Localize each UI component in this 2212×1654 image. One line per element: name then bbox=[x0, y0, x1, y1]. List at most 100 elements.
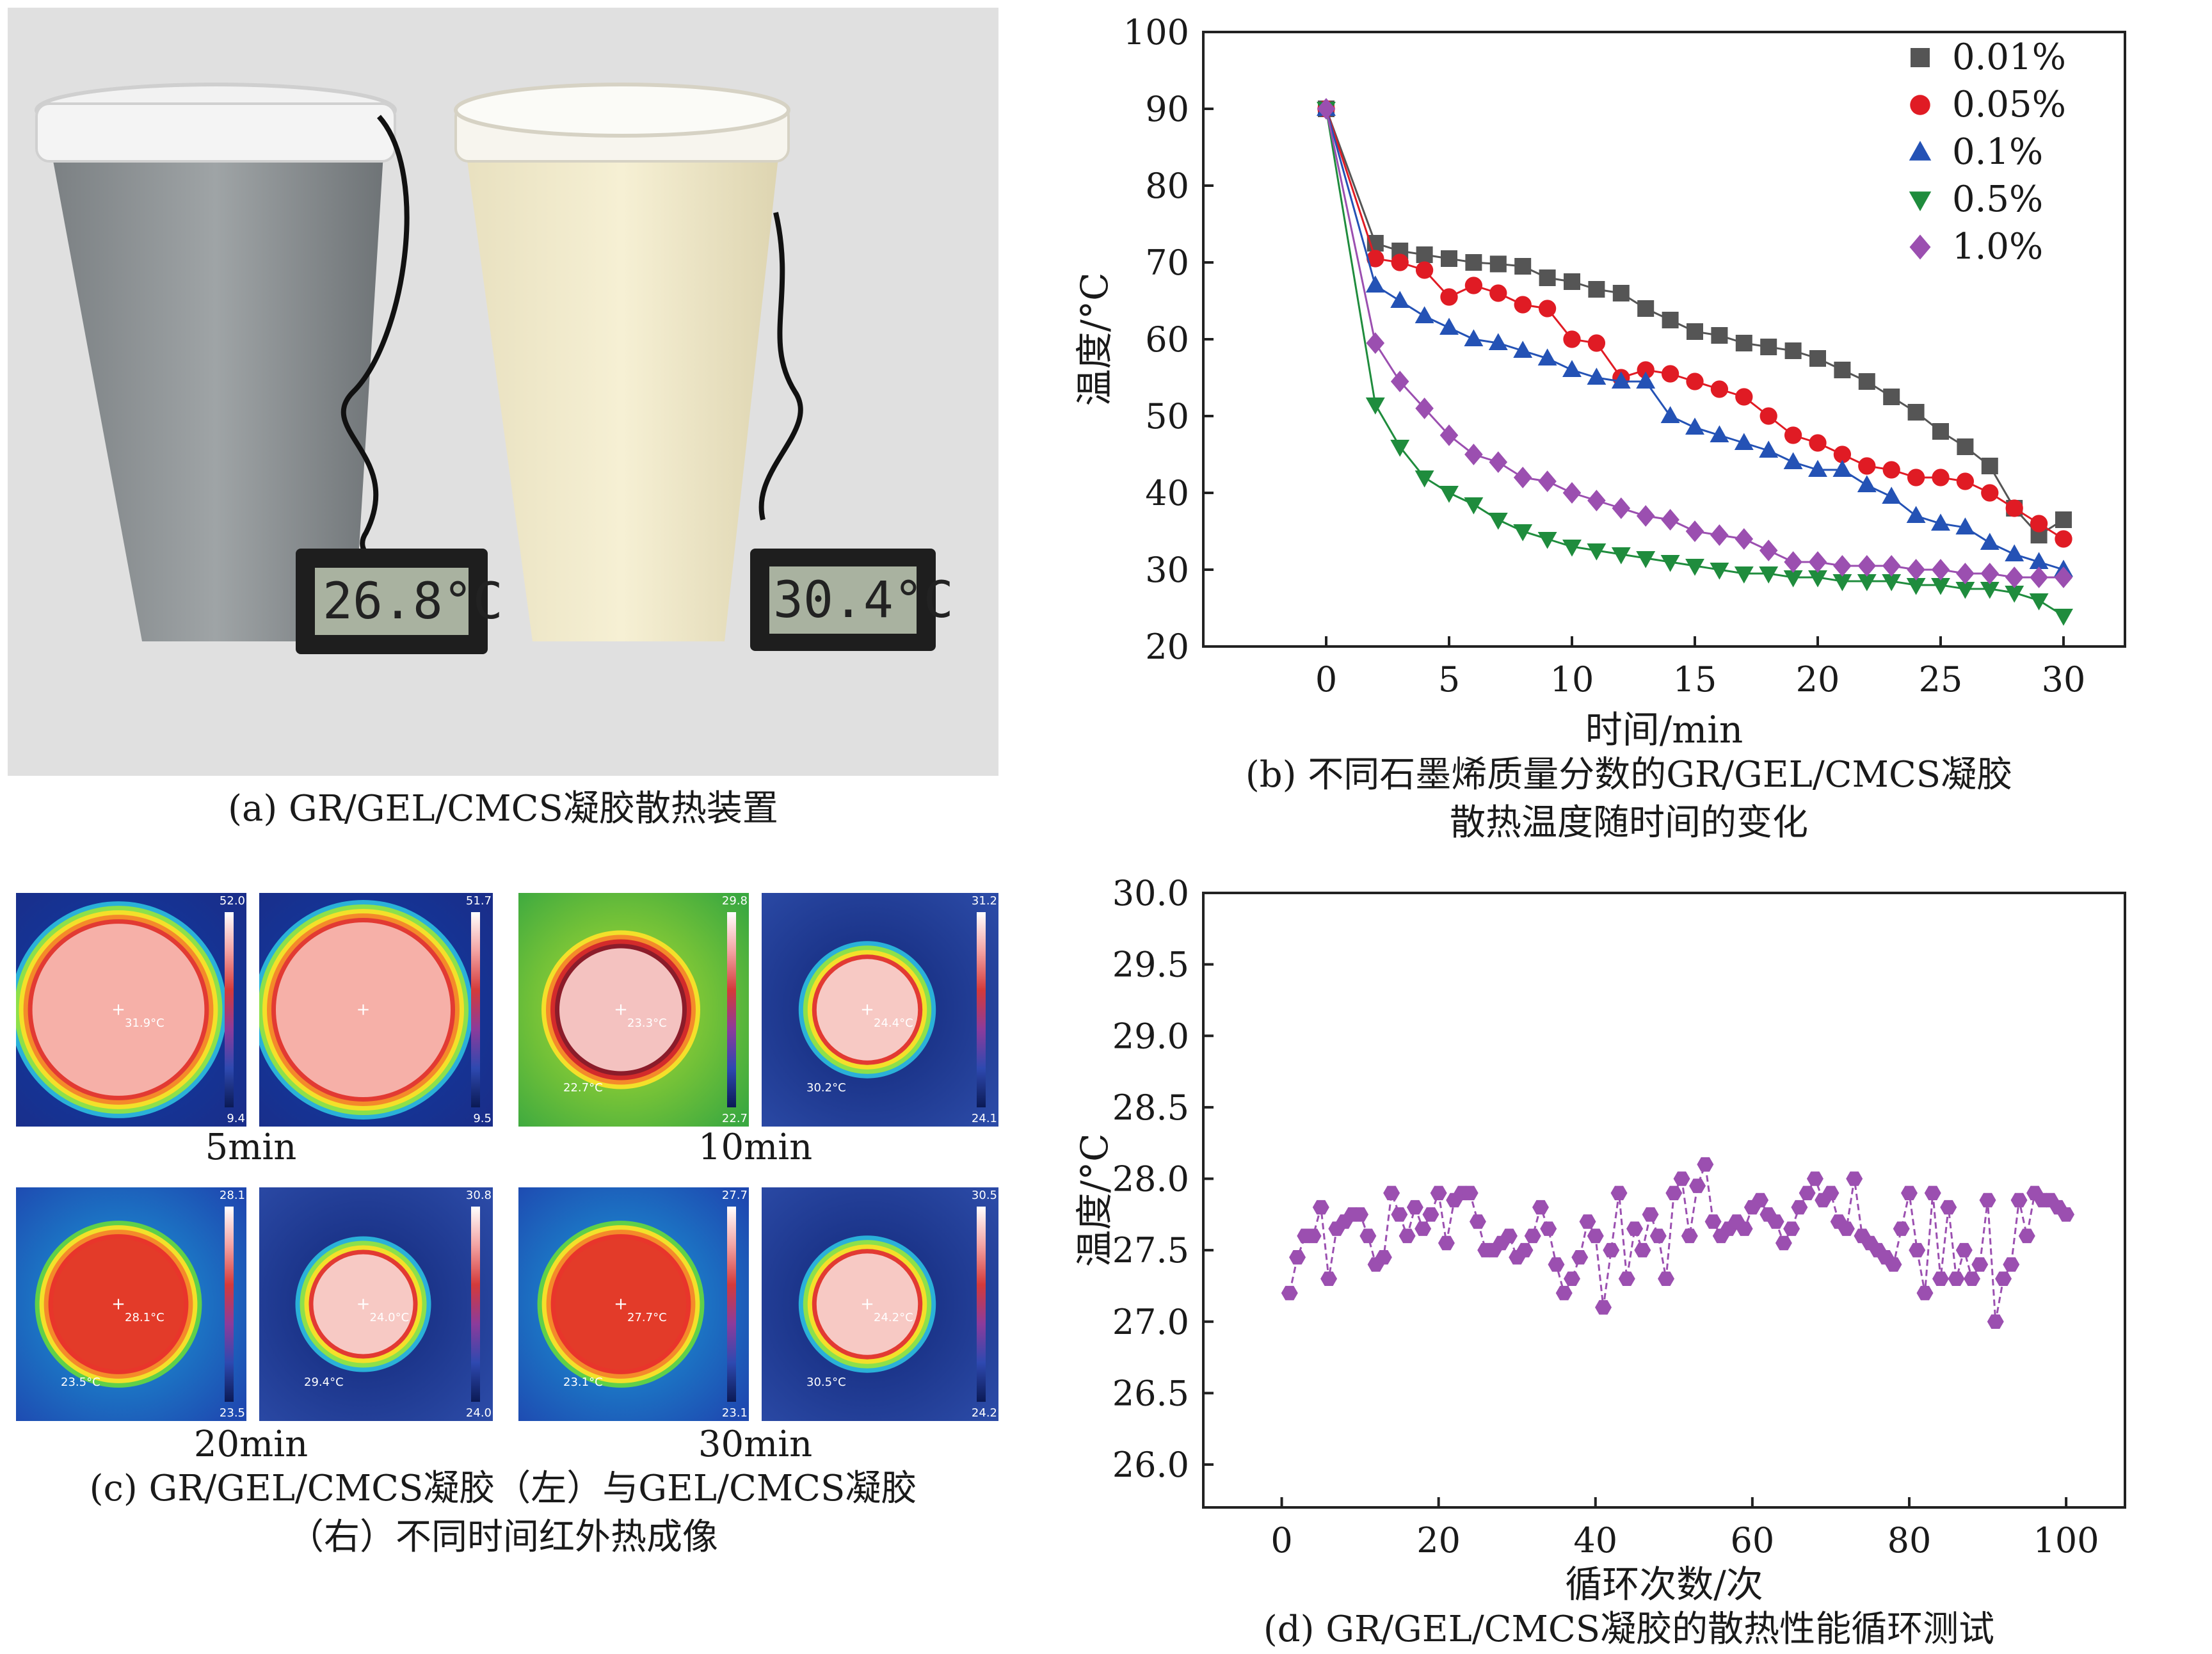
chart-d-point bbox=[1312, 1200, 1329, 1215]
chart-d-point bbox=[1830, 1214, 1847, 1229]
thermal-scale-min: 23.1 bbox=[721, 1406, 748, 1420]
thermal-image-6: +30.8 24.0 24.0°C 29.4°C bbox=[259, 1187, 493, 1421]
thermal-scale-max: 30.8 bbox=[465, 1189, 492, 1202]
chart-d-point bbox=[1665, 1185, 1683, 1201]
chart-d-point bbox=[1571, 1250, 1589, 1265]
chart-d-point bbox=[1485, 1242, 1502, 1258]
chart-d-point bbox=[1799, 1185, 1816, 1201]
chart-d-point bbox=[1446, 1192, 1463, 1208]
chart-b-point-s3 bbox=[1636, 550, 1656, 568]
chart-b-point-s3 bbox=[1365, 397, 1385, 415]
crosshair-icon: + bbox=[614, 1295, 628, 1314]
thermal-image-drawing: + bbox=[518, 893, 749, 1127]
chart-d-point bbox=[2034, 1192, 2051, 1208]
chart-d-point bbox=[1564, 1271, 1580, 1287]
chart-b-point-s4 bbox=[1808, 551, 1827, 573]
thermal-color-scale bbox=[471, 912, 480, 1107]
chart-b-point-s4 bbox=[1366, 332, 1385, 354]
thermal-scale-max: 31.2 bbox=[971, 894, 997, 908]
thermal-color-scale bbox=[977, 1207, 986, 1402]
chart-b-point-s3 bbox=[1783, 570, 1803, 588]
thermal-image-7: +27.7 23.1 27.7°C 23.1°C bbox=[518, 1187, 749, 1421]
caption-b-line1: (b) 不同石墨烯质量分数的GR/GEL/CMCS凝胶 bbox=[1245, 754, 2013, 796]
chart-d-point bbox=[1289, 1250, 1306, 1265]
chart-d-point bbox=[1320, 1271, 1338, 1287]
chart-b-point-s3 bbox=[1488, 512, 1508, 530]
chart-b-ytick-label: 30 bbox=[1145, 550, 1189, 590]
chart-b-point-s0 bbox=[1711, 327, 1728, 344]
chart-d-point bbox=[1603, 1242, 1620, 1258]
chart-d-point bbox=[1681, 1228, 1698, 1244]
chart-b-point-s4 bbox=[1317, 98, 1336, 120]
chart-d-point bbox=[1454, 1185, 1471, 1201]
chart-b-point-s0 bbox=[2030, 527, 2048, 543]
chart-d-point bbox=[1461, 1185, 1479, 1201]
chart-d-xtick-label: 20 bbox=[1416, 1520, 1461, 1561]
chart-b-series-line-3 bbox=[1325, 108, 2064, 617]
chart-d-point bbox=[1971, 1257, 1989, 1272]
chart-d-ytick-label: 26.0 bbox=[1112, 1445, 1189, 1485]
thermal-image-1: +52.0 9.4 31.9°C bbox=[16, 893, 246, 1127]
chart-d-point bbox=[1383, 1185, 1400, 1201]
chart-d-point bbox=[1548, 1257, 1565, 1272]
chart-b-point-s1 bbox=[1784, 426, 1802, 444]
chart-d-point bbox=[1900, 1185, 1918, 1201]
thermal-image-4: +31.2 24.1 24.4°C 30.2°C bbox=[762, 893, 998, 1127]
chart-b-point-s3 bbox=[1710, 562, 1729, 580]
chart-d-xlabel: 循环次数/次 bbox=[1565, 1562, 1763, 1606]
chart-d-point bbox=[2049, 1200, 2067, 1215]
chart-b-point-s2 bbox=[1390, 291, 1410, 309]
chart-d-point bbox=[1822, 1185, 1839, 1201]
chart-b-point-s0 bbox=[1539, 269, 1556, 286]
chart-b-point-s3 bbox=[1980, 581, 2000, 599]
chart-b-point-s1 bbox=[1809, 434, 1827, 452]
chart-b-point-s1 bbox=[1833, 446, 1852, 463]
chart-d-point bbox=[1979, 1192, 1996, 1208]
chart-b-point-s1 bbox=[1563, 330, 1581, 348]
chart-d-point bbox=[1673, 1171, 1690, 1186]
chart-b-point-s3 bbox=[1439, 485, 1459, 503]
chart-b-point-s4 bbox=[1661, 509, 1679, 531]
thermal-scale-min: 24.2 bbox=[971, 1406, 997, 1420]
chart-b-point-s0 bbox=[1735, 335, 1752, 351]
chart-d-ytick-label: 28.5 bbox=[1112, 1088, 1189, 1128]
crosshair-icon: + bbox=[357, 1295, 371, 1314]
chart-b-point-s4 bbox=[2030, 566, 2048, 588]
chart-d-point bbox=[1532, 1200, 1549, 1215]
chart-d-series-line bbox=[1288, 1164, 2067, 1322]
thermal-scale-max: 30.5 bbox=[971, 1189, 997, 1202]
chart-b-point-s0 bbox=[1907, 404, 1925, 421]
thermal-image-drawing: + bbox=[762, 893, 998, 1127]
thermal-spot-temp: 24.2°C bbox=[874, 1310, 913, 1324]
chart-d-point bbox=[1854, 1228, 1871, 1244]
chart-b-point-s1 bbox=[1514, 296, 1532, 314]
chart-d-point bbox=[1336, 1214, 1353, 1229]
thermal-image-drawing: + bbox=[259, 893, 493, 1127]
chart-d-point bbox=[1689, 1178, 1706, 1193]
thermal-image-8: +30.5 24.2 24.2°C 30.5°C bbox=[762, 1187, 998, 1421]
chart-b-ytick-label: 100 bbox=[1123, 12, 1189, 52]
chart-d-point bbox=[1415, 1221, 1432, 1236]
chart-b-point-s4 bbox=[1439, 424, 1459, 446]
chart-d-point bbox=[1697, 1157, 1714, 1172]
chart-b-point-s0 bbox=[1784, 342, 1802, 359]
chart-b-point-s2 bbox=[1710, 425, 1729, 443]
chart-b-point-s3 bbox=[1537, 531, 1557, 549]
caption-c-line1: (c) GR/GEL/CMCS凝胶（左）与GEL/CMCS凝胶 bbox=[89, 1468, 917, 1509]
chart-b-point-s4 bbox=[1833, 555, 1852, 577]
chart-b-point-s3 bbox=[1513, 524, 1533, 542]
chart-b-point-s4 bbox=[1784, 551, 1802, 573]
thermal-core bbox=[276, 922, 451, 1097]
chart-d-ytick-label: 29.5 bbox=[1112, 945, 1189, 985]
thermal-scale-min: 22.7 bbox=[721, 1112, 748, 1125]
chart-b-point-s0 bbox=[1809, 350, 1826, 367]
chart-b-legend-marker-4 bbox=[1909, 234, 1931, 260]
chart-b-point-s1 bbox=[1366, 250, 1384, 268]
light-cup bbox=[462, 123, 782, 641]
time-label-20min: 20min bbox=[193, 1424, 309, 1465]
chart-b-point-s4 bbox=[1464, 444, 1483, 465]
chart-d-point bbox=[1367, 1257, 1384, 1272]
chart-b-point-s3 bbox=[1808, 570, 1827, 588]
chart-b-point-s4 bbox=[1636, 505, 1655, 527]
thermal-edge-temp: 23.1°C bbox=[563, 1376, 603, 1389]
